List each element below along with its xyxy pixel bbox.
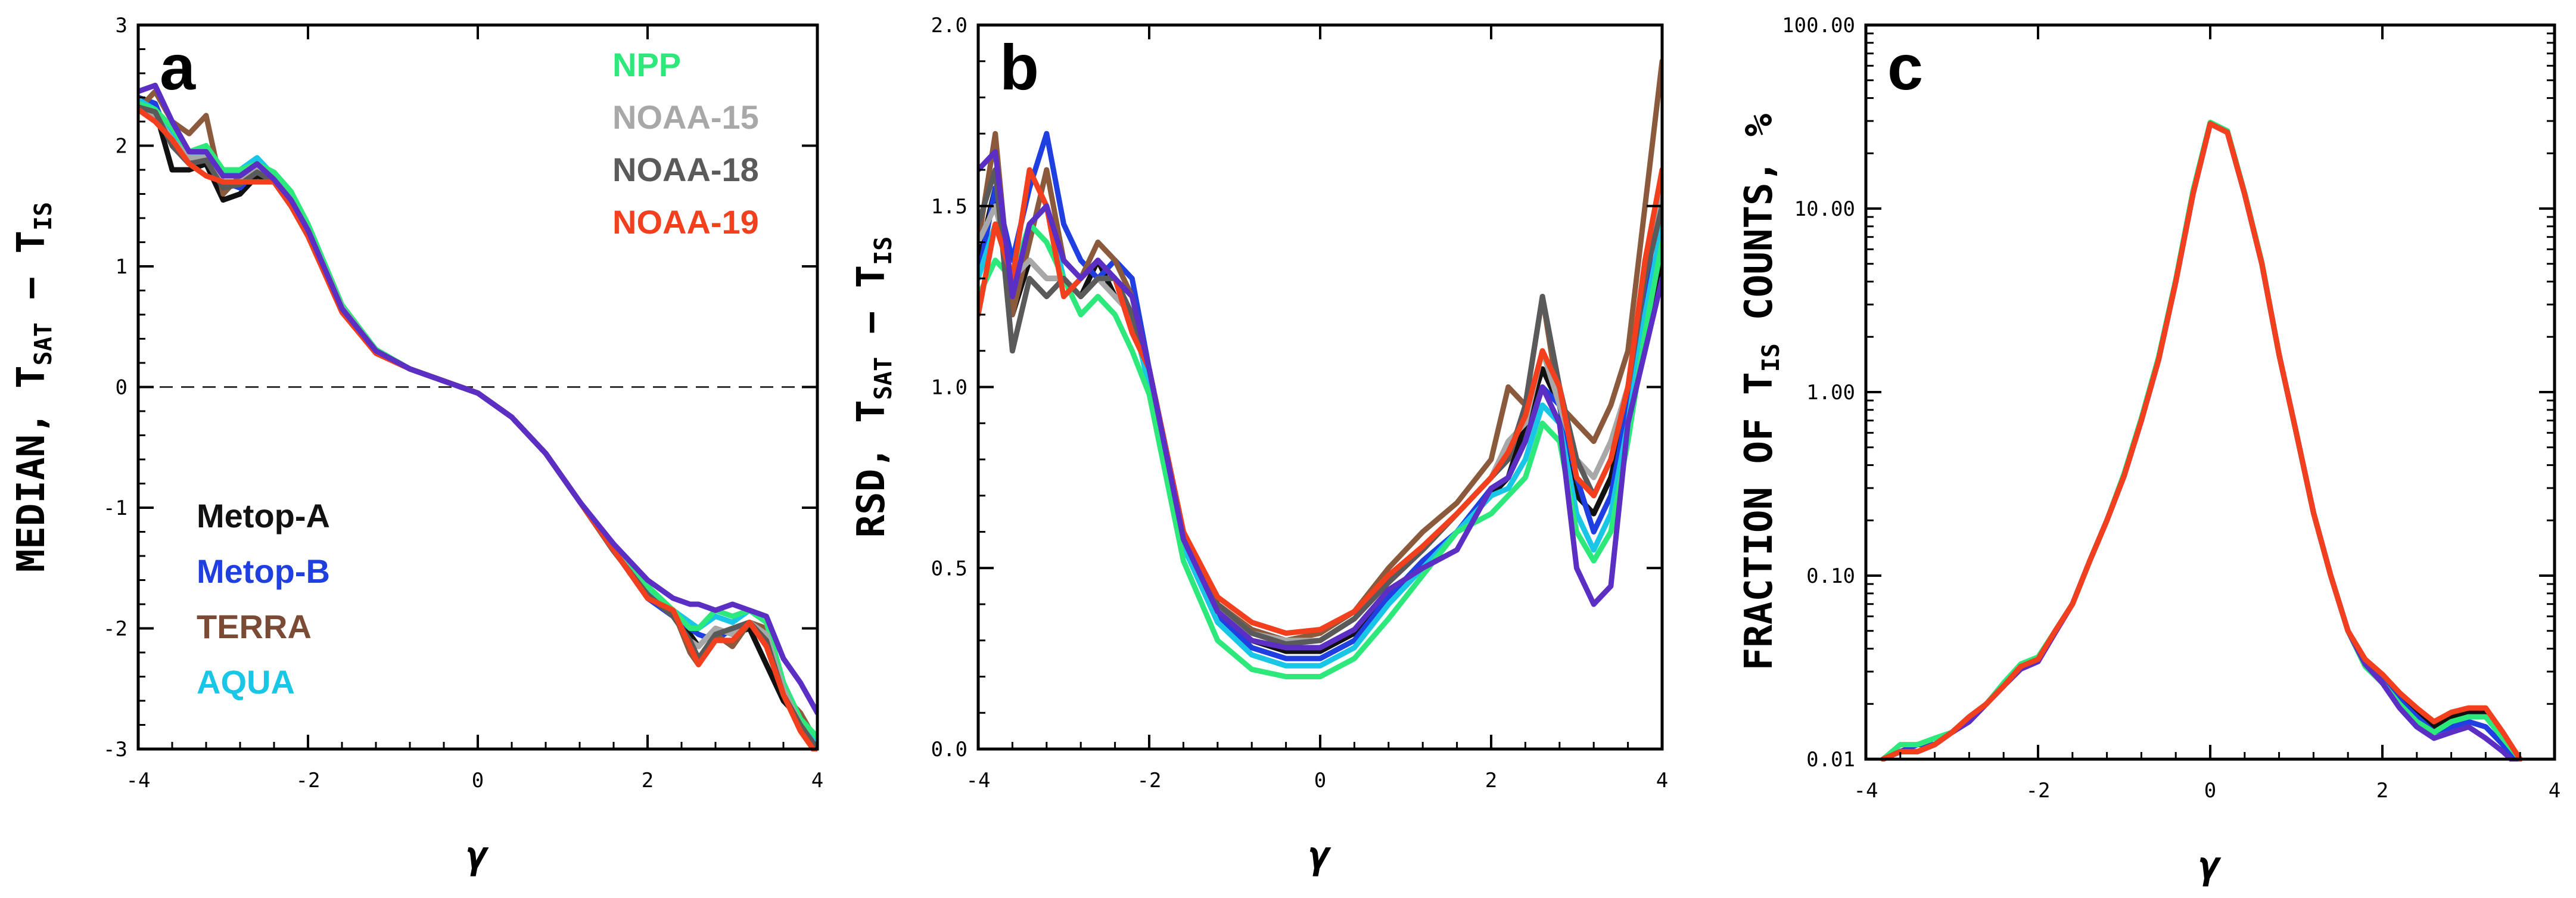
x-tick-label: 4 <box>1656 769 1668 793</box>
y-tick-label: 0 <box>116 376 127 400</box>
y-tick-label: 1.5 <box>931 195 967 219</box>
legend-left: Metop-A Metop-B TERRA AQUA <box>197 497 330 701</box>
y-tick-label: 0.0 <box>931 738 967 762</box>
panel-a-series <box>138 82 817 751</box>
x-tick-label: 2 <box>1485 769 1497 793</box>
panel-letter: b <box>1000 31 1039 103</box>
x-tick-label: 0 <box>2204 779 2216 803</box>
series-line-series-9 <box>978 149 1662 651</box>
y-axis-label-part: FRACTION OF T <box>1737 372 1781 670</box>
y-tick-label: 3 <box>116 14 127 38</box>
series-line-terra <box>978 58 1662 644</box>
x-axis-label: γ <box>1309 834 1332 878</box>
series-line-metop-b <box>1880 121 2519 762</box>
series-line-metop-a <box>1880 121 2523 762</box>
legend-entry-npp: NPP <box>612 46 681 83</box>
legend-entry-metop-a: Metop-A <box>197 497 330 535</box>
series-line-noaa-19 <box>1880 121 2523 762</box>
y-axis-label-part: SAT <box>870 357 897 400</box>
legend-entry-terra: TERRA <box>197 608 312 645</box>
panel-a: -4 -2 0 2 4 -3 -2 -1 0 1 2 3 a γ MEDIAN, TSAT − TIS <box>10 14 823 878</box>
y-tick-label: 0.01 <box>1806 748 1855 772</box>
y-tick-label: 100.00 <box>1782 14 1855 38</box>
y-tick-label: 0.5 <box>931 557 967 580</box>
panel-letter: c <box>1887 31 1923 103</box>
x-tick-label: -2 <box>2026 779 2051 803</box>
x-tick-label: 4 <box>811 769 823 793</box>
y-axis-label-part: IS <box>1757 343 1785 372</box>
series-line-npp <box>1880 119 2523 762</box>
series-line-series-9 <box>1880 121 2518 762</box>
panel-letter: a <box>160 31 196 103</box>
series-line-series-9 <box>138 82 817 716</box>
x-tick-label: -2 <box>296 769 321 793</box>
y-axis-label-part: SAT <box>30 322 57 365</box>
y-axis-label-part: IS <box>870 237 897 265</box>
y-tick-label: 2 <box>116 135 127 159</box>
y-tick-label: -2 <box>103 617 127 641</box>
legend-right: NPP NOAA-15 NOAA-18 NOAA-19 <box>612 46 759 241</box>
panel-b-series <box>978 58 1662 679</box>
y-tick-label: 1.00 <box>1806 381 1855 405</box>
y-tick-label: 1.0 <box>931 376 967 400</box>
y-tick-label: 1 <box>116 255 127 279</box>
y-axis-label: FRACTION OF TIS COUNTS, % <box>1737 113 1785 670</box>
legend-entry-noaa-18: NOAA-18 <box>612 151 759 188</box>
y-axis-label-part: MEDIAN, T <box>10 365 54 572</box>
y-axis-label-part: − T <box>10 231 54 322</box>
legend-entry-noaa-19: NOAA-19 <box>612 203 759 241</box>
y-axis-label-part: COUNTS, % <box>1737 113 1781 343</box>
y-tick-label: -3 <box>103 738 127 762</box>
x-tick-label: 2 <box>2376 779 2388 803</box>
y-axis-label-part: RSD, T <box>850 400 894 537</box>
y-tick-label: 10.00 <box>1794 197 1855 221</box>
series-line-noaa-18 <box>978 167 1662 647</box>
legend-entry-metop-b: Metop-B <box>197 552 330 590</box>
y-axis-label: MEDIAN, TSAT − TIS <box>10 202 57 572</box>
y-axis-label-part: IS <box>30 202 57 231</box>
x-tick-label: 0 <box>472 769 484 793</box>
y-tick-label: 0.10 <box>1806 564 1855 588</box>
legend-entry-aqua: AQUA <box>197 663 295 701</box>
x-tick-label: -2 <box>1137 769 1162 793</box>
panel-b: -4 -2 0 2 4 0.0 0.5 1.0 1.5 2.0 b γ RSD, TSAT − TIS <box>850 14 1668 878</box>
x-tick-label: -4 <box>1854 779 1878 803</box>
x-axis-label: γ <box>466 834 490 878</box>
series-line-metop-a <box>138 101 817 751</box>
x-tick-label: -4 <box>126 769 151 793</box>
x-tick-label: 2 <box>642 769 654 793</box>
x-tick-label: 4 <box>2549 779 2561 803</box>
legend-entry-noaa-15: NOAA-15 <box>612 98 759 136</box>
y-axis-label-part: − T <box>850 265 894 357</box>
panel-c: -4 -2 0 2 4 0.01 0.10 1.00 10.00 100.00 c γ FRACTION… <box>1737 14 2561 888</box>
y-axis-label: RSD, TSAT − TIS <box>850 237 897 538</box>
y-tick-label: -1 <box>103 496 127 520</box>
series-line-noaa-19 <box>978 167 1662 636</box>
y-tick-label: 2.0 <box>931 14 967 38</box>
x-tick-label: -4 <box>966 769 991 793</box>
panel-c-series <box>1880 119 2523 762</box>
x-tick-label: 0 <box>1314 769 1326 793</box>
x-axis-label: γ <box>2199 844 2222 888</box>
plot-frame <box>1864 23 2556 761</box>
